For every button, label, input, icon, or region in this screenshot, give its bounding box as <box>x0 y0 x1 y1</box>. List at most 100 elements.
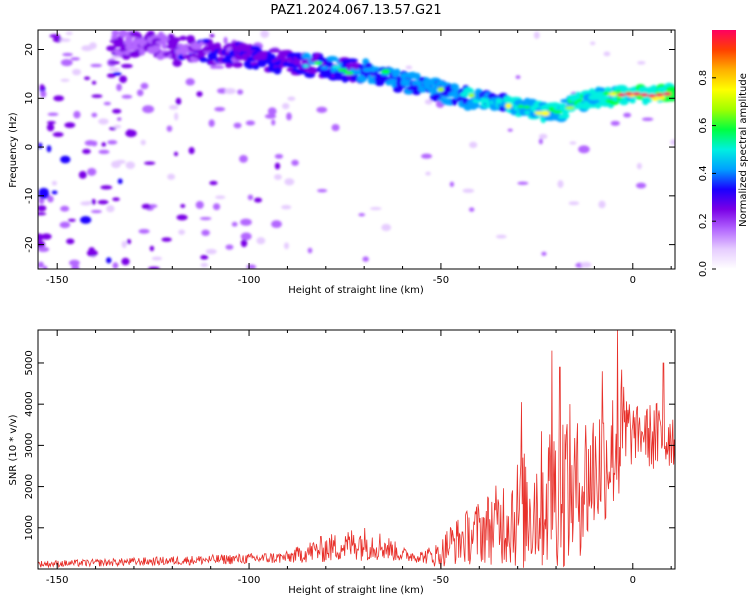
noise-blob <box>52 132 64 137</box>
noise-blob <box>245 120 256 126</box>
y-tick-label: -20 <box>24 236 35 252</box>
noise-blob <box>176 214 188 221</box>
signal-peak <box>617 93 626 97</box>
noise-blob <box>38 233 44 241</box>
signal-blob <box>122 53 131 60</box>
noise-blob <box>515 75 521 80</box>
noise-blob <box>126 129 132 137</box>
noise-blob <box>623 112 632 118</box>
noise-blob <box>468 207 475 212</box>
colorbar-tick-label: 0.8 <box>698 70 709 86</box>
snr-ticks: -150 -100 -50 0 1000 2000 3000 4000 5000 <box>24 330 675 586</box>
noise-blob <box>101 142 107 147</box>
noise-blob <box>362 256 369 262</box>
signal-blob <box>118 30 128 38</box>
noise-blob <box>143 161 156 165</box>
spectrogram-frame <box>37 29 676 270</box>
noise-blob <box>462 188 475 193</box>
noise-blob <box>283 242 289 250</box>
signal-core <box>517 104 524 109</box>
signal-core <box>337 68 348 73</box>
noise-blob <box>291 159 299 166</box>
signal-core <box>608 92 617 97</box>
noise-blob <box>116 83 122 92</box>
noise-blob <box>239 154 248 163</box>
signal-blob <box>252 64 260 70</box>
noise-blob <box>112 197 120 202</box>
noise-blob <box>569 141 577 145</box>
noise-blob <box>172 59 182 67</box>
signal-core <box>381 68 391 75</box>
signal-core <box>313 61 323 65</box>
noise-blob <box>91 209 102 214</box>
signal-blob <box>273 61 282 66</box>
noise-blob <box>112 108 122 114</box>
noise-blob <box>507 128 513 132</box>
noise-blob <box>59 38 71 42</box>
signal-blob <box>273 66 282 75</box>
noise-blob <box>108 60 120 65</box>
noise-blob <box>271 119 276 126</box>
noise-blob <box>178 229 186 235</box>
noise-blob <box>635 182 647 189</box>
y-tick-label: -10 <box>24 188 35 204</box>
signal-core <box>565 106 575 110</box>
noise-blob <box>90 63 103 68</box>
noise-blob <box>271 220 282 228</box>
signal-blob <box>281 57 289 63</box>
noise-blob <box>140 139 146 146</box>
noise-blob <box>113 124 122 129</box>
noise-blob <box>110 55 121 59</box>
noise-blob <box>580 261 592 268</box>
signal-blob <box>670 91 675 97</box>
x-tick-label: -150 <box>46 275 69 286</box>
signal-peak <box>632 92 641 96</box>
noise-blob <box>240 239 248 248</box>
snr-series-line <box>38 330 675 569</box>
noise-blob <box>108 67 121 72</box>
signal-peak <box>624 92 633 96</box>
noise-blob <box>590 41 596 46</box>
noise-blob <box>82 148 91 154</box>
signal-core <box>602 91 611 96</box>
noise-blob <box>100 185 113 190</box>
noise-blob <box>149 245 155 252</box>
signal-blob <box>333 71 342 77</box>
noise-blob <box>125 161 136 169</box>
noise-blob <box>83 76 91 81</box>
noise-blob <box>38 205 47 212</box>
y-tick-label: 20 <box>24 43 35 56</box>
y-tick-label: 10 <box>24 92 35 105</box>
noise-blob <box>421 153 433 159</box>
signal-blob <box>561 112 570 119</box>
noise-blob <box>66 238 75 245</box>
noise-blob <box>267 107 277 116</box>
noise-blob <box>469 141 478 149</box>
noise-blob <box>107 140 118 145</box>
noise-blob <box>91 80 97 85</box>
y-tick-label: 5000 <box>24 350 35 375</box>
noise-blob <box>533 31 540 39</box>
signal-blob <box>473 103 480 109</box>
signal-blob <box>594 87 606 93</box>
noise-blob <box>60 155 71 164</box>
noise-blob <box>46 121 56 125</box>
colorbar-tick-label: 0.4 <box>698 165 709 181</box>
noise-blob <box>64 122 76 129</box>
noise-blob <box>256 237 266 245</box>
noise-blob <box>223 36 228 45</box>
noise-blob <box>41 233 52 240</box>
noise-blob <box>38 212 47 216</box>
noise-blob <box>119 75 128 83</box>
noise-blob <box>70 57 80 61</box>
noise-blob <box>138 228 150 234</box>
noise-blob <box>97 200 109 205</box>
noise-blob <box>317 188 328 193</box>
snr-panel: -150 -100 -50 0 1000 2000 3000 4000 5000 Height … <box>8 329 676 596</box>
noise-blob <box>91 198 96 205</box>
noise-blob <box>358 213 366 217</box>
noise-blob <box>449 181 455 187</box>
noise-blob <box>38 142 43 149</box>
noise-blob <box>274 174 282 181</box>
